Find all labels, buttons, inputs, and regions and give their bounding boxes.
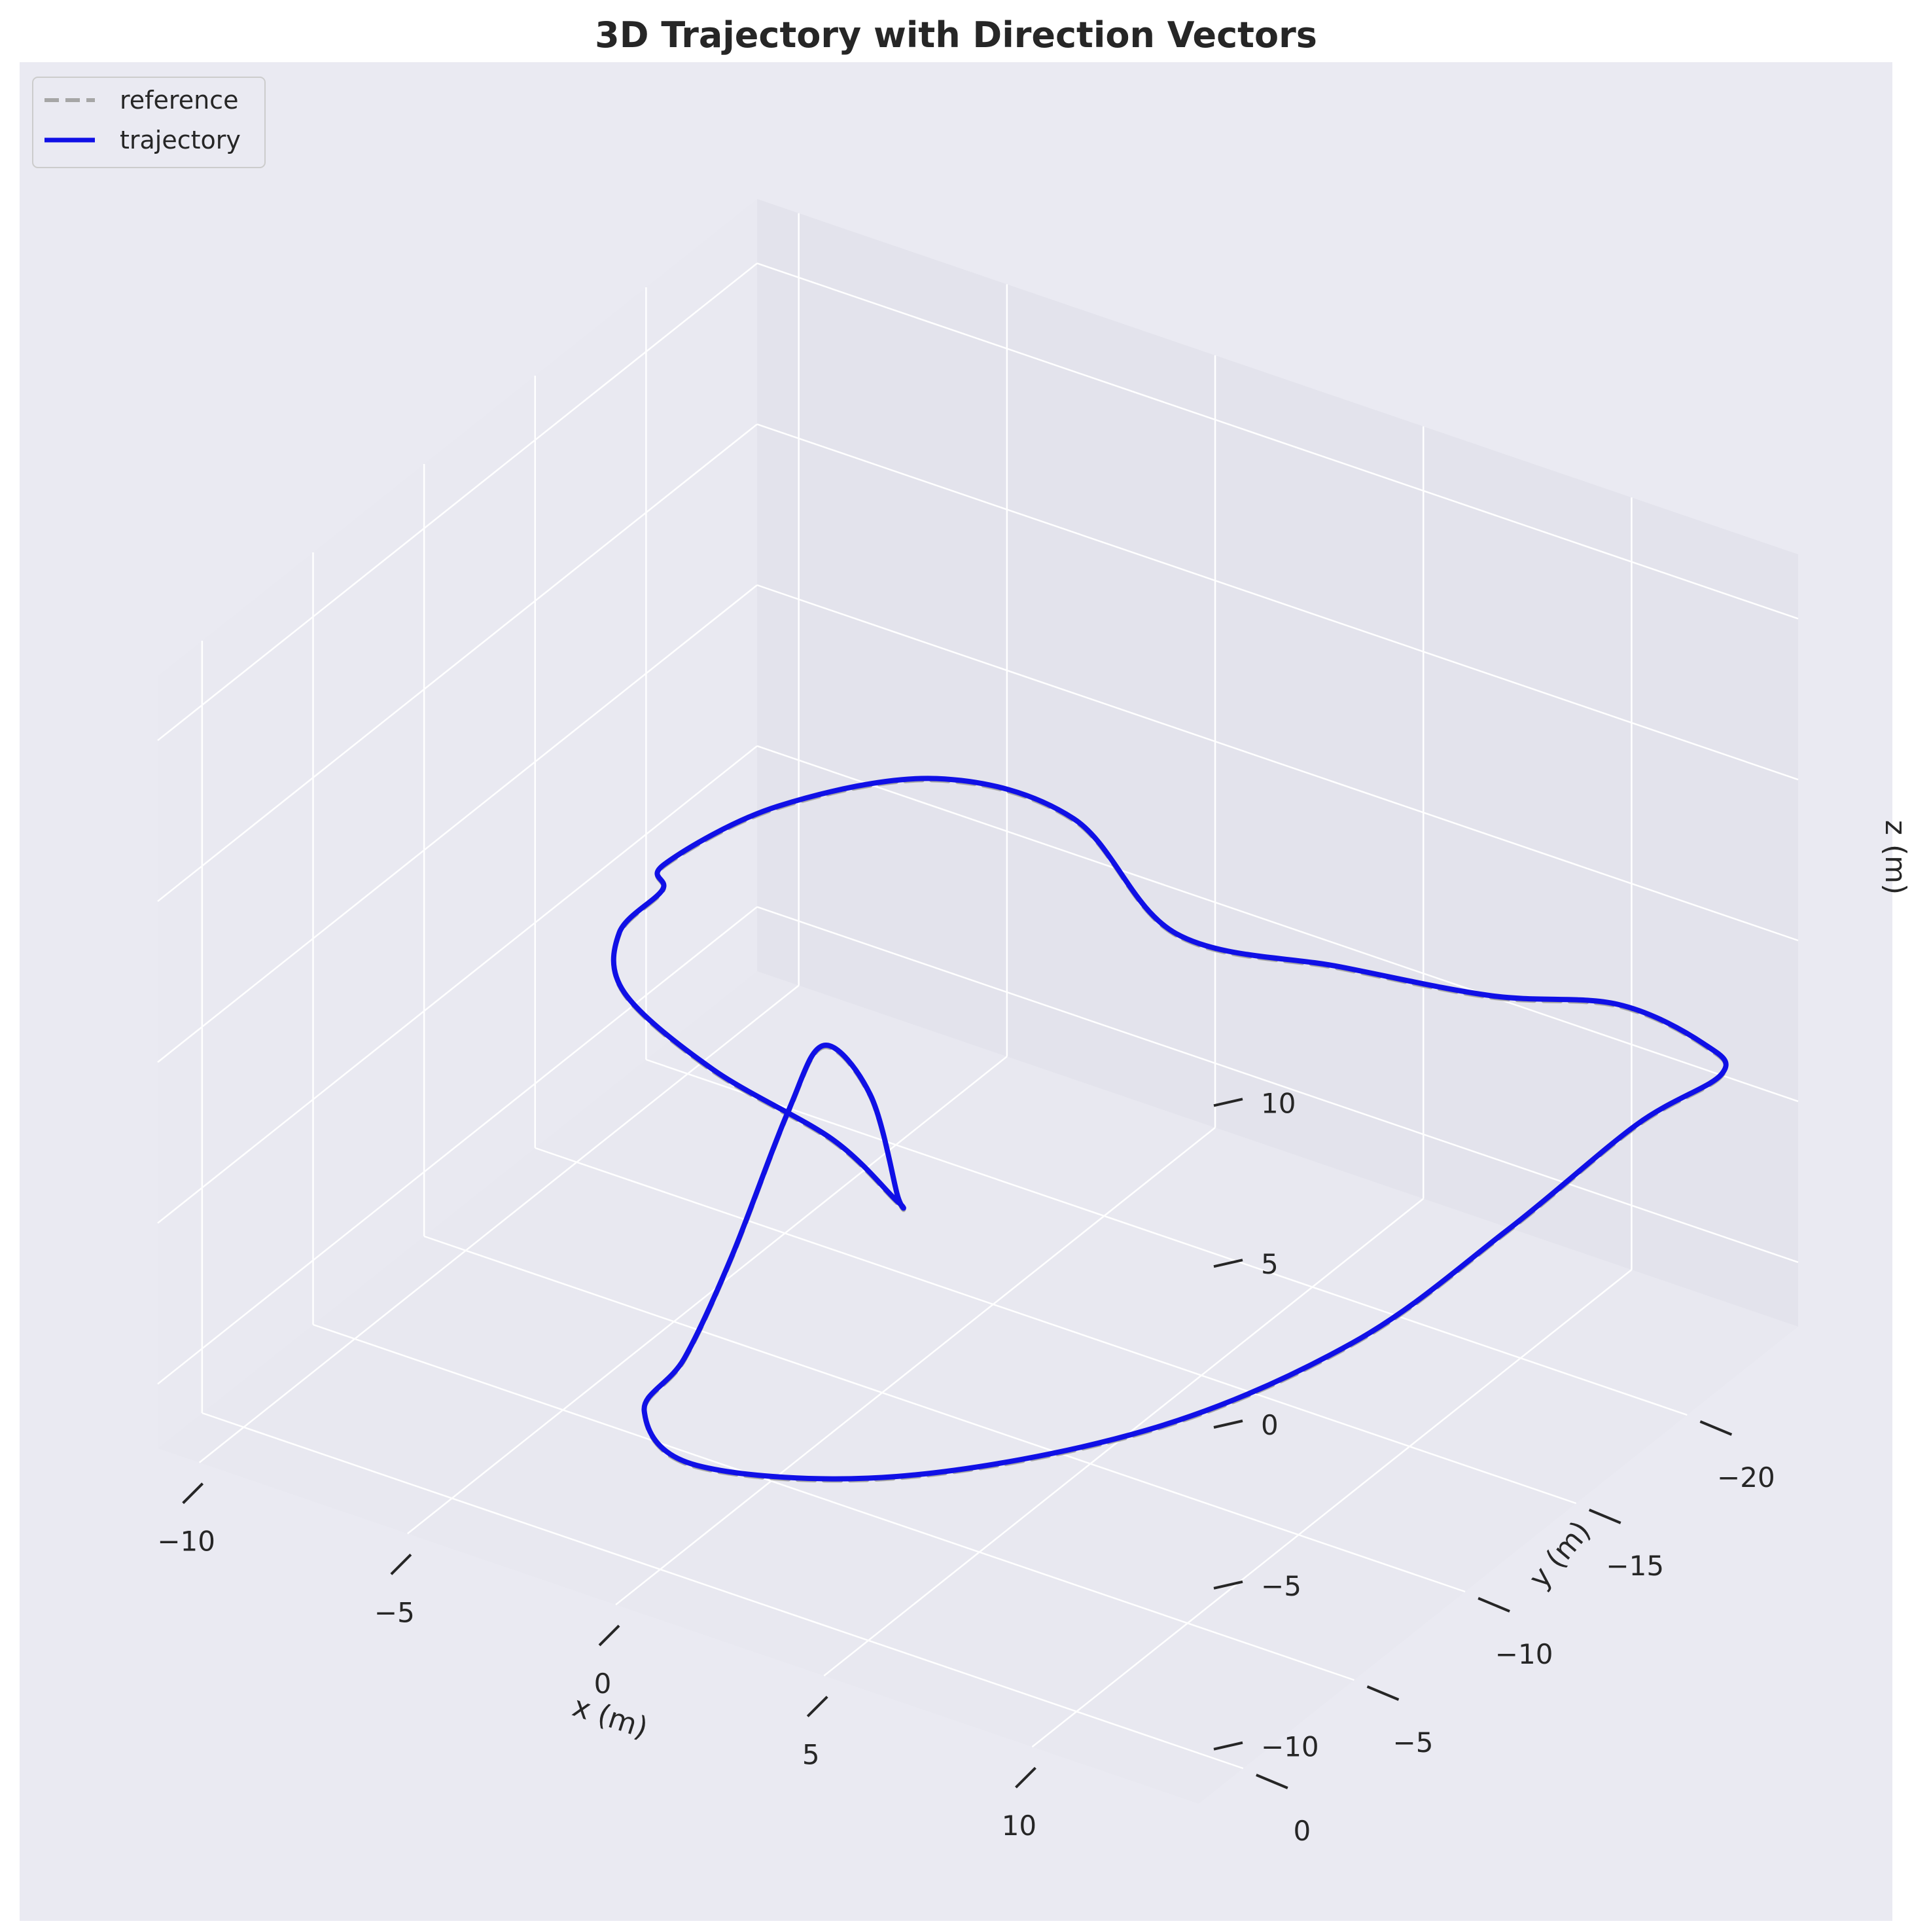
x-tick-label-1: −5 (374, 1596, 415, 1628)
grid-z-side-3 (157, 745, 758, 1224)
y-tick-label-4: −20 (1717, 1461, 1775, 1494)
y-tick-label-2: −10 (1495, 1638, 1553, 1670)
grid-y-floor-3 (535, 1147, 1577, 1505)
grid-lines (157, 213, 1799, 1770)
series-line-trajectory (611, 776, 1729, 1482)
legend-label-reference: reference (120, 86, 238, 115)
x-tick-label-2: 0 (594, 1668, 612, 1700)
grid-z-back-3 (756, 745, 1799, 1103)
x-tick-4 (1015, 1766, 1036, 1789)
series-layer (611, 776, 1729, 1483)
z-tick-label-0: 10 (1261, 1087, 1296, 1119)
y-tick-label-1: −5 (1393, 1726, 1434, 1759)
grid-y-floor-1 (313, 1323, 1354, 1681)
grid-y-floor-4 (645, 1058, 1688, 1416)
x-tick-3 (806, 1696, 828, 1717)
y-tick-2 (1478, 1597, 1510, 1613)
x-tick-1 (390, 1553, 412, 1575)
y-tick-0 (1256, 1774, 1288, 1789)
x-tick-label-3: 5 (802, 1739, 820, 1771)
legend: reference trajectory (32, 77, 266, 168)
y-tick-label-3: −15 (1606, 1550, 1664, 1582)
grid-z-back-4 (756, 906, 1799, 1263)
x-tick-2 (598, 1624, 620, 1647)
z-tick-1 (1213, 1259, 1243, 1268)
axis-ticks: −10 −5 0 5 10 0 −5 −10 −15 −20 10 5 0 −5 −10 (157, 1087, 1775, 1847)
x-tick-label-4: 10 (1002, 1810, 1036, 1842)
z-tick-label-4: −10 (1261, 1731, 1319, 1763)
y-tick-4 (1699, 1420, 1733, 1436)
legend-label-trajectory: trajectory (120, 126, 241, 154)
grid-z-back-2 (756, 584, 1799, 942)
z-tick-label-1: 5 (1261, 1248, 1279, 1280)
z-tick-2 (1213, 1420, 1243, 1429)
floor-pane (158, 971, 1798, 1804)
y-tick-3 (1588, 1509, 1621, 1524)
grid-z-back-0 (756, 262, 1799, 620)
grid-x-floor-0 (198, 984, 800, 1463)
grid-z-side-1 (157, 423, 758, 903)
grid-z-side-4 (157, 906, 758, 1385)
z-tick-label-3: −5 (1261, 1570, 1301, 1602)
z-tick-3 (1213, 1580, 1243, 1590)
grid-x-floor-1 (407, 1056, 1008, 1535)
z-tick-label-2: 0 (1261, 1409, 1279, 1441)
chart-title: 3D Trajectory with Direction Vectors (595, 14, 1317, 56)
z-tick-4 (1213, 1741, 1243, 1751)
grid-x-floor-2 (615, 1126, 1216, 1605)
grid-y-floor-2 (423, 1235, 1466, 1593)
grid-y-floor-0 (202, 1412, 1244, 1770)
z-axis-label: z (m) (1879, 820, 1912, 895)
grid-z-side-0 (157, 262, 758, 742)
x-tick-0 (182, 1482, 204, 1505)
grid-x-floor-4 (1031, 1269, 1633, 1748)
grid-z-back-1 (756, 423, 1799, 781)
grid-z-side-2 (157, 584, 758, 1063)
y-tick-1 (1366, 1685, 1400, 1701)
z-tick-0 (1213, 1098, 1243, 1107)
x-tick-label-0: −10 (157, 1526, 215, 1558)
y-tick-label-0: 0 (1293, 1815, 1311, 1847)
